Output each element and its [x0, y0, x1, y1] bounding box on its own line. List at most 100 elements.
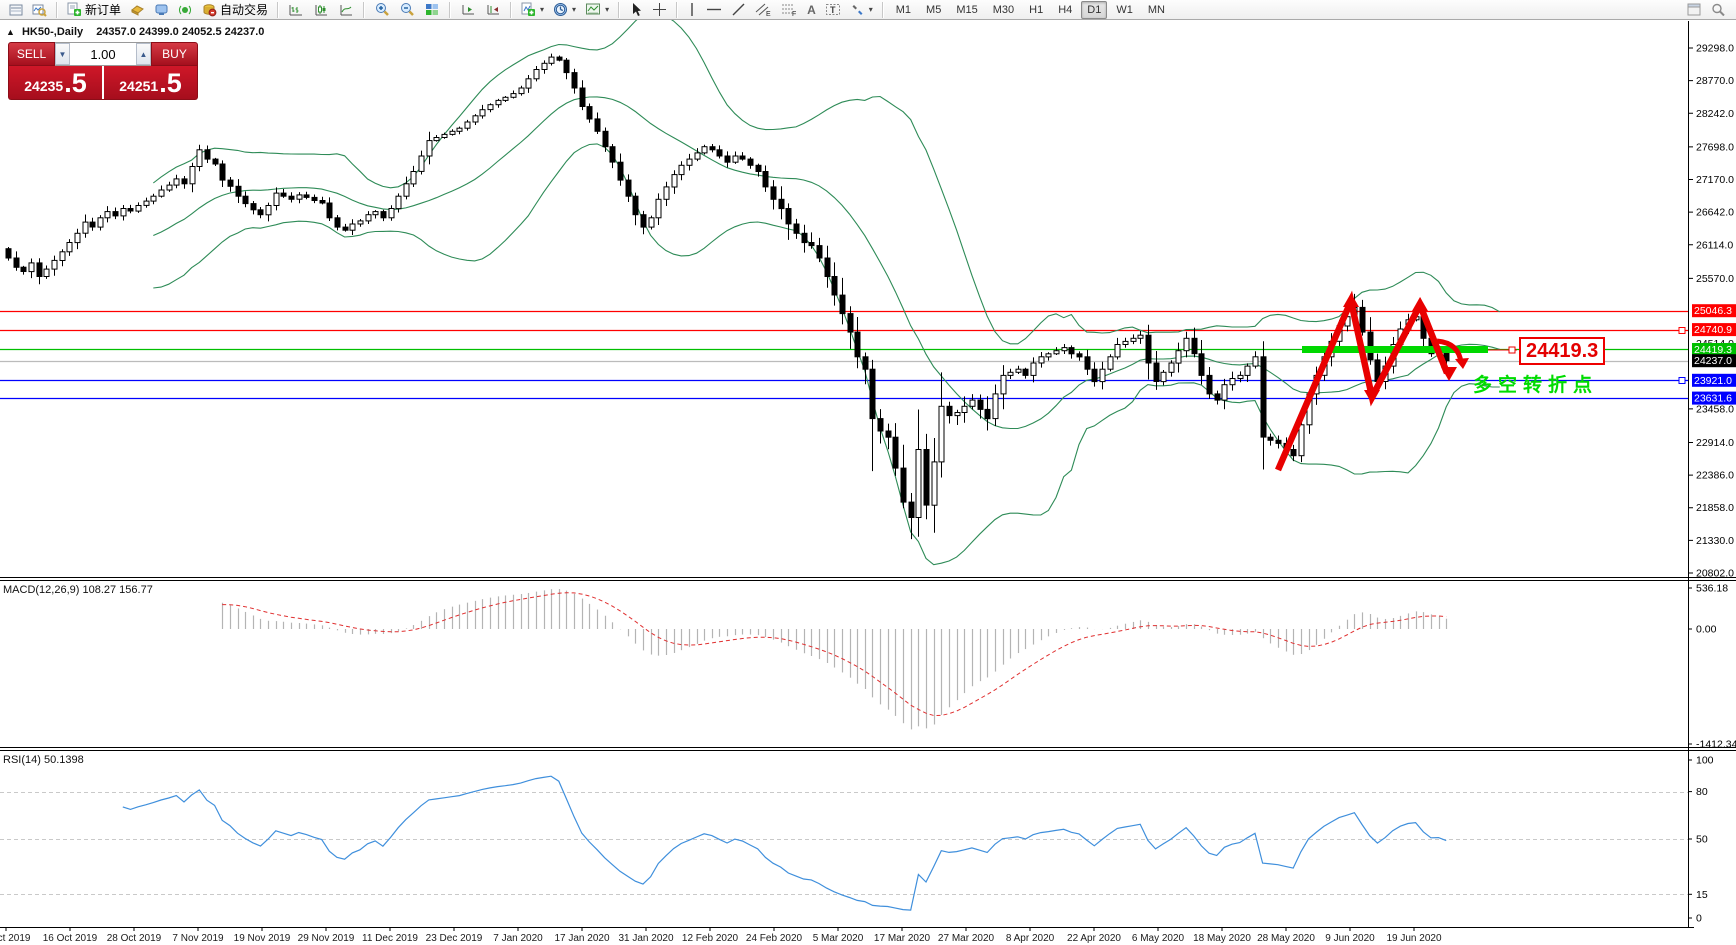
- volume-increase-button[interactable]: ▲: [136, 43, 151, 65]
- svg-text:26642.0: 26642.0: [1696, 207, 1734, 219]
- market-watch-icon[interactable]: [6, 0, 26, 20]
- svg-text:27170.0: 27170.0: [1696, 174, 1734, 186]
- chart-layers: 29298.0 28770.0 28242.0 27698.0 27170.0 26642…: [0, 11, 1736, 944]
- svg-text:29298.0: 29298.0: [1696, 43, 1734, 55]
- candlestick-chart-button[interactable]: [310, 0, 332, 20]
- svg-text:23631.6: 23631.6: [1694, 393, 1732, 405]
- svg-text:17 Jan 2020: 17 Jan 2020: [554, 933, 609, 944]
- svg-text:19 Nov 2019: 19 Nov 2019: [234, 933, 291, 944]
- autotrading-icon: [203, 3, 217, 16]
- sell-price[interactable]: 24235.5: [9, 66, 104, 99]
- one-click-trading-widget: SELL ▼ ▲ BUY 24235.5 24251.5: [8, 42, 198, 100]
- zoom-out-button[interactable]: [396, 0, 418, 20]
- svg-text:7 Nov 2019: 7 Nov 2019: [172, 933, 224, 944]
- chevron-down-icon: ▾: [540, 5, 545, 14]
- svg-text:0: 0: [1696, 913, 1702, 925]
- auto-scroll-button[interactable]: [457, 0, 479, 20]
- svg-text:25046.3: 25046.3: [1694, 305, 1732, 317]
- autotrading-label: 自动交易: [220, 3, 269, 17]
- svg-text:28770.0: 28770.0: [1696, 75, 1734, 87]
- svg-text:22386.0: 22386.0: [1696, 470, 1734, 482]
- svg-text:11 Dec 2019: 11 Dec 2019: [362, 933, 418, 944]
- svg-text:536.18: 536.18: [1696, 583, 1728, 595]
- svg-text:8 Apr 2020: 8 Apr 2020: [1006, 933, 1055, 944]
- svg-text:-1412.34: -1412.34: [1696, 739, 1736, 751]
- sell-button[interactable]: SELL: [8, 42, 55, 66]
- svg-text:80: 80: [1696, 786, 1708, 798]
- chevron-down-icon: ▾: [605, 5, 610, 14]
- svg-text:9 Jun 2020: 9 Jun 2020: [1325, 933, 1375, 944]
- volume-decrease-button[interactable]: ▼: [55, 43, 70, 65]
- svg-text:23921.0: 23921.0: [1694, 375, 1732, 387]
- text-button[interactable]: A: [807, 2, 816, 17]
- chart-shift-button[interactable]: [482, 0, 504, 20]
- navigator-icon[interactable]: [29, 0, 50, 20]
- crosshair-button[interactable]: [649, 0, 670, 20]
- svg-text:T: T: [830, 5, 836, 15]
- autotrading-button[interactable]: 自动交易: [199, 1, 271, 19]
- vertical-line-button[interactable]: [684, 0, 700, 20]
- svg-text:50: 50: [1696, 834, 1708, 846]
- bar-chart-button[interactable]: [285, 0, 307, 20]
- svg-text:22 Apr 2020: 22 Apr 2020: [1067, 933, 1121, 944]
- indicators-button[interactable]: ▾: [518, 0, 547, 20]
- timeframe-button-m5[interactable]: M5: [926, 3, 942, 16]
- timeframe-group: M1 M5 M15 M30 H1 H4 D1 W1 MN: [886, 0, 1175, 19]
- svg-text:31 Jan 2020: 31 Jan 2020: [618, 933, 673, 944]
- timeframe-button-m1[interactable]: M1: [895, 3, 912, 16]
- chevron-down-icon: ▾: [868, 5, 873, 14]
- chevron-down-icon: ▾: [572, 5, 577, 14]
- timeframe-button-m15[interactable]: M15: [956, 3, 978, 16]
- line-chart-button[interactable]: [335, 0, 357, 20]
- search-icon[interactable]: [1708, 0, 1728, 20]
- price-callout-box[interactable]: 24419.3: [1519, 337, 1606, 365]
- periods-button[interactable]: ▾: [550, 0, 579, 20]
- svg-text:6 May 2020: 6 May 2020: [1132, 933, 1185, 944]
- svg-text:21330.0: 21330.0: [1696, 535, 1734, 547]
- timeframe-button-w1[interactable]: W1: [1116, 3, 1133, 16]
- svg-text:24419.3: 24419.3: [1694, 344, 1732, 356]
- svg-text:24 Feb 2020: 24 Feb 2020: [746, 933, 803, 944]
- zoom-in-button[interactable]: [371, 0, 393, 20]
- svg-text:27 Mar 2020: 27 Mar 2020: [938, 933, 995, 944]
- new-order-button[interactable]: 新订单: [64, 1, 124, 19]
- turning-point-note[interactable]: 多空转折点: [1473, 375, 1599, 396]
- svg-text:15: 15: [1696, 889, 1708, 901]
- svg-text:26114.0: 26114.0: [1696, 239, 1733, 251]
- new-order-icon: [67, 2, 81, 16]
- horizontal-line-button[interactable]: [703, 0, 725, 20]
- svg-text:24237.0: 24237.0: [1694, 355, 1732, 367]
- channel-button[interactable]: E: [752, 0, 775, 20]
- buy-button[interactable]: BUY: [151, 42, 198, 66]
- collapse-triangle-icon[interactable]: ▲: [6, 27, 15, 37]
- text-label-button[interactable]: T: [822, 0, 844, 20]
- svg-text:100: 100: [1696, 755, 1714, 767]
- cursor-button[interactable]: [626, 0, 646, 20]
- new-window-icon[interactable]: [1684, 0, 1704, 20]
- history-center-icon[interactable]: [127, 0, 148, 20]
- svg-text:25570.0: 25570.0: [1696, 273, 1734, 285]
- fibonacci-button[interactable]: F: [778, 0, 801, 20]
- timeframe-button-d1[interactable]: D1: [1081, 0, 1108, 19]
- terminal-icon[interactable]: [151, 0, 172, 20]
- templates-button[interactable]: ▾: [582, 0, 612, 20]
- buy-price[interactable]: 24251.5: [119, 68, 182, 98]
- svg-text:27698.0: 27698.0: [1696, 141, 1734, 153]
- svg-text:20802.0: 20802.0: [1696, 568, 1734, 580]
- tile-windows-button[interactable]: [421, 0, 443, 20]
- timeframe-button-h4[interactable]: H4: [1058, 3, 1073, 16]
- signals-icon[interactable]: [175, 0, 196, 20]
- timeframe-button-h1[interactable]: H1: [1029, 3, 1044, 16]
- volume-input[interactable]: [70, 43, 136, 65]
- svg-text:28 Oct 2019: 28 Oct 2019: [107, 933, 162, 944]
- svg-text:28242.0: 28242.0: [1696, 108, 1734, 120]
- arrows-button[interactable]: ▾: [847, 0, 876, 20]
- trendline-button[interactable]: [728, 0, 749, 20]
- svg-text:F: F: [792, 11, 796, 17]
- timeframe-button-m30[interactable]: M30: [992, 3, 1015, 16]
- timeframe-button-mn[interactable]: MN: [1147, 3, 1165, 16]
- svg-text:E: E: [766, 11, 771, 17]
- svg-text:23 Dec 2019: 23 Dec 2019: [426, 933, 483, 944]
- svg-text:19 Jun 2020: 19 Jun 2020: [1386, 933, 1441, 944]
